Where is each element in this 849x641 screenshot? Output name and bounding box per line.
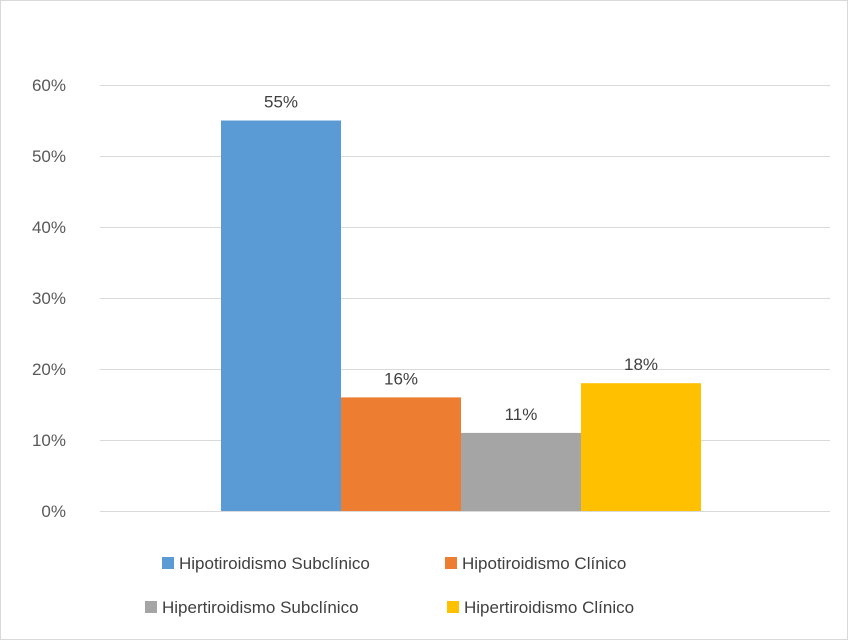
y-tick-label-0: 0% [41, 502, 66, 521]
bars [221, 120, 701, 511]
bar-3 [581, 383, 701, 511]
legend-swatch-0 [162, 557, 174, 569]
legend-label-0: Hipotiroidismo Subclínico [179, 554, 370, 573]
data-label-2: 11% [505, 405, 538, 424]
legend: Hipotiroidismo Subclínico Hipotiroidismo … [145, 554, 634, 617]
y-tick-label-6: 60% [32, 76, 66, 95]
y-tick-label-4: 40% [32, 218, 66, 237]
data-labels: 55% 16% 11% 18% [264, 93, 658, 424]
y-tick-label-3: 30% [32, 289, 66, 308]
y-tick-label-2: 20% [32, 360, 66, 379]
data-label-1: 16% [384, 369, 418, 388]
legend-label-1: Hipotiroidismo Clínico [462, 554, 626, 573]
y-tick-label-5: 50% [32, 147, 66, 166]
legend-swatch-1 [445, 557, 457, 569]
data-label-0: 55% [264, 93, 298, 112]
legend-swatch-2 [145, 601, 157, 613]
legend-swatch-3 [447, 601, 459, 613]
data-label-3: 18% [624, 355, 658, 374]
legend-label-3: Hipertiroidismo Clínico [464, 598, 634, 617]
bar-1 [341, 397, 461, 511]
y-axis-ticks: 0% 10% 20% 30% 40% 50% 60% [32, 76, 66, 521]
legend-label-2: Hipertiroidismo Subclínico [162, 598, 359, 617]
bar-2 [461, 432, 581, 511]
y-tick-label-1: 10% [32, 431, 66, 450]
bar-0 [221, 120, 341, 511]
